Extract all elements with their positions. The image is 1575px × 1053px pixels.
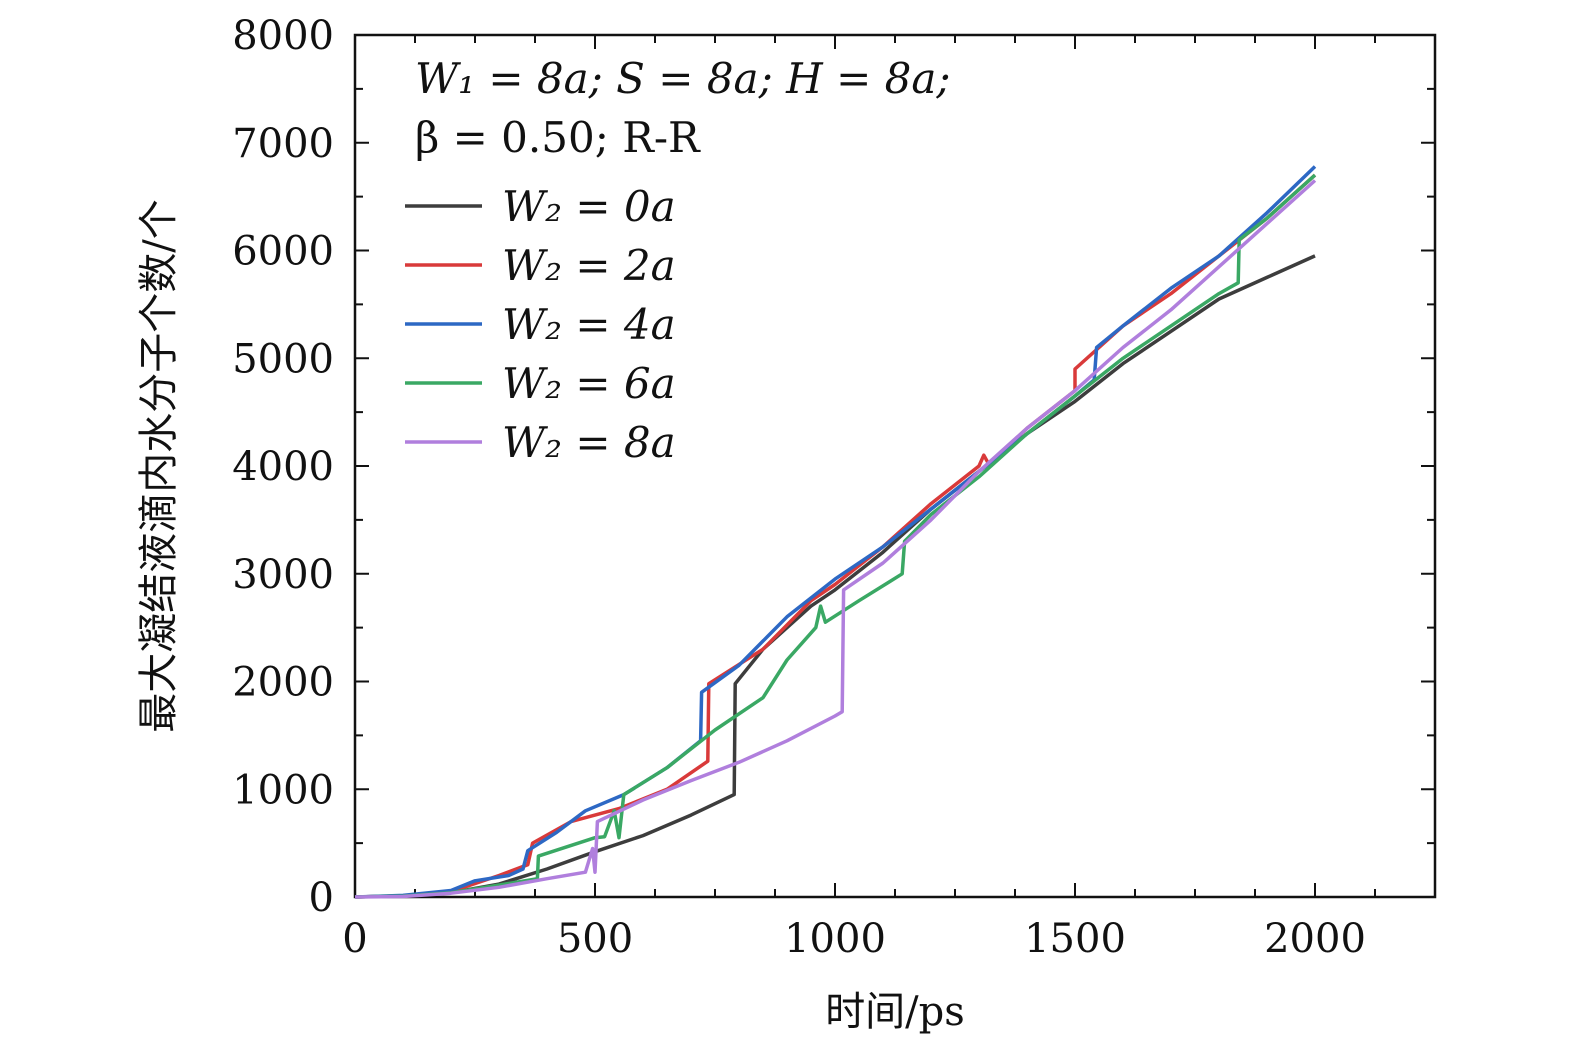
y-tick-label: 3000 (232, 552, 334, 598)
y-tick-label: 5000 (232, 336, 334, 382)
y-tick-label: 6000 (232, 229, 334, 275)
y-axis-title: 最大凝结液滴内水分子个数/个 (136, 199, 182, 732)
y-tick-label: 2000 (232, 660, 334, 706)
y-tick-label: 1000 (232, 767, 334, 813)
y-tick-label: 4000 (232, 444, 334, 490)
x-tick-label: 0 (342, 916, 367, 962)
y-tick-label: 7000 (232, 121, 334, 167)
legend-label-3: W₂ = 6a (502, 359, 676, 408)
series-line-0 (354, 254, 1316, 899)
annotation-line-2: β = 0.50; R-R (415, 113, 701, 162)
series-line-2 (354, 165, 1317, 899)
legend-label-2: W₂ = 4a (502, 300, 676, 349)
x-tick-label: 1000 (784, 916, 886, 962)
axis-ticks (354, 34, 1436, 898)
x-axis-title: 时间/ps (825, 989, 965, 1035)
axis-tick-labels: 0 500 1000 1500 2000 0 1000 2000 3000 4000 5000 600… (232, 13, 1366, 962)
annotation-line-1: W₁ = 8a; S = 8a; H = 8a; (415, 54, 951, 103)
legend: W₂ = 0a W₂ = 2a W₂ = 4a W₂ = 6a W₂ = 8a (405, 182, 676, 467)
legend-label-0: W₂ = 0a (502, 182, 676, 231)
y-tick-label: 8000 (232, 13, 334, 59)
series-line-3 (354, 173, 1317, 899)
legend-label-1: W₂ = 2a (502, 241, 676, 290)
series-line-4 (354, 179, 1317, 899)
series-line-1 (354, 173, 1317, 899)
x-tick-label: 500 (557, 916, 633, 962)
series-lines (354, 165, 1317, 899)
x-tick-label: 2000 (1264, 916, 1366, 962)
y-tick-label: 0 (309, 875, 334, 921)
legend-label-4: W₂ = 8a (502, 418, 676, 467)
x-tick-label: 1500 (1024, 916, 1126, 962)
